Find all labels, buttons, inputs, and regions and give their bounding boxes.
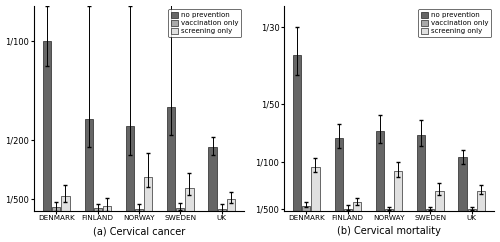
Bar xyxy=(226,199,235,239)
Bar xyxy=(43,41,52,239)
Bar xyxy=(468,209,476,220)
Bar xyxy=(394,171,402,220)
Bar xyxy=(176,208,184,239)
Bar xyxy=(135,209,143,239)
Bar xyxy=(426,209,434,220)
Bar xyxy=(458,157,466,220)
Bar xyxy=(376,131,384,220)
Bar xyxy=(218,209,226,239)
Bar xyxy=(334,137,342,220)
Bar xyxy=(312,167,320,220)
Bar xyxy=(302,205,310,220)
Bar xyxy=(208,147,216,239)
Bar xyxy=(144,177,152,239)
Bar xyxy=(102,206,111,239)
Bar xyxy=(52,207,60,239)
Bar xyxy=(352,202,361,220)
Bar xyxy=(344,209,352,220)
Bar xyxy=(94,208,102,239)
Bar xyxy=(293,55,302,220)
Bar xyxy=(186,188,194,239)
Legend: no prevention, vaccination only, screening only: no prevention, vaccination only, screeni… xyxy=(168,9,241,37)
Bar xyxy=(436,191,444,220)
Bar xyxy=(417,135,426,220)
X-axis label: (a) Cervical cancer: (a) Cervical cancer xyxy=(93,227,185,236)
Bar xyxy=(84,119,92,239)
Legend: no prevention, vaccination only, screening only: no prevention, vaccination only, screeni… xyxy=(418,9,491,37)
Bar xyxy=(476,191,485,220)
X-axis label: (b) Cervical mortality: (b) Cervical mortality xyxy=(337,227,441,236)
Bar xyxy=(126,126,134,239)
Bar xyxy=(167,107,175,239)
Bar xyxy=(62,196,70,239)
Bar xyxy=(385,209,393,220)
